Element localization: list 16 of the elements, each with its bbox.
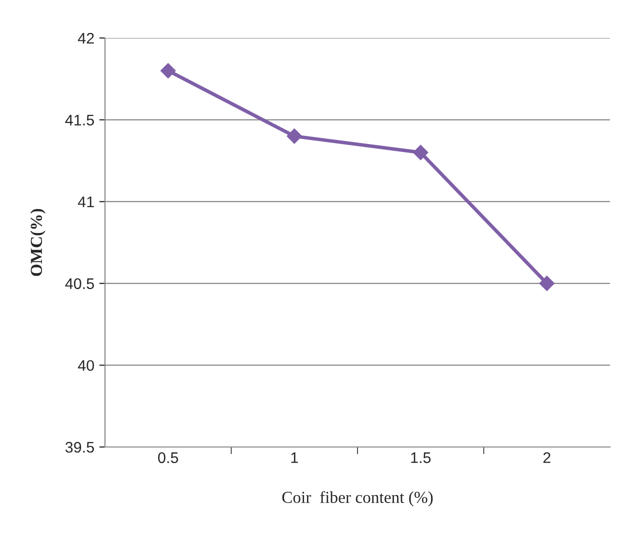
point [286,128,302,144]
point [160,63,176,78]
y-tick-label: 40.5 [65,278,94,290]
y-tick-label: 40 [78,360,94,371]
point [539,276,554,291]
x-axis-title: Coir fiber content (%) [282,491,433,506]
y-tick-label: 39.5 [65,442,94,453]
x-tick-label: 1 [291,452,298,463]
y-tick-label: 42 [78,32,94,44]
x-tick-label: 1.5 [411,452,431,464]
x-tick-label: 2 [543,452,550,463]
y-tick-label: 41.5 [65,114,94,126]
y-axis-title: OMC(%) [30,208,46,276]
point [413,144,428,160]
x-tick-label: 0.5 [158,452,178,464]
y-tick-label: 41 [78,196,94,208]
